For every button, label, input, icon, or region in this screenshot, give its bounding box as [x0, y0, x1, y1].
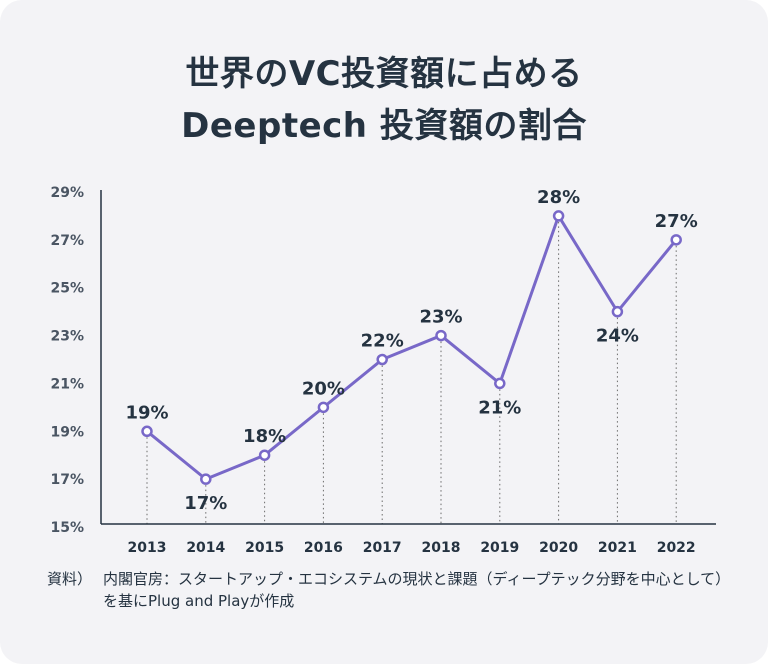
y-tick-label: 23% — [50, 329, 84, 345]
data-point — [258, 449, 271, 461]
x-tick-label: 2019 — [480, 540, 519, 556]
chart-title-line2: Deeptech 投資額の割合 — [181, 106, 587, 146]
y-tick-label: 29% — [50, 185, 84, 201]
data-label: 20% — [302, 378, 345, 399]
data-points — [141, 210, 682, 485]
chart-title: 世界のVC投資額に占める Deeptech 投資額の割合 — [0, 48, 768, 152]
data-label: 17% — [184, 493, 227, 514]
data-point — [317, 401, 330, 414]
x-tick-label: 2014 — [186, 540, 225, 556]
x-tick-label: 2015 — [245, 540, 284, 556]
data-label: 23% — [419, 307, 462, 328]
y-tick-label: 25% — [50, 281, 84, 297]
x-tick-label: 2016 — [304, 540, 343, 556]
data-label: 28% — [537, 187, 580, 208]
y-tick-label: 27% — [50, 233, 84, 249]
x-tick-label: 2020 — [539, 540, 578, 556]
data-label: 18% — [243, 426, 286, 447]
data-point — [611, 305, 624, 318]
y-axis-ticks: 15% 17% 19% 21% 23% 25% 27% 29% — [50, 185, 84, 536]
data-label: 27% — [655, 211, 698, 232]
series-line — [145, 214, 678, 481]
data-label: 21% — [478, 397, 521, 418]
guide-lines — [146, 221, 677, 524]
x-tick-label: 2022 — [657, 540, 696, 556]
data-point — [435, 329, 447, 342]
data-label: 22% — [361, 331, 404, 352]
data-point — [552, 210, 565, 222]
source-text: 内閣官房：スタートアップ・エコシステムの現状と課題（ディープテック分野を中心とし… — [103, 570, 731, 610]
source-label: 資料） — [47, 570, 93, 588]
y-tick-label: 17% — [50, 472, 84, 488]
y-tick-label: 15% — [50, 520, 84, 536]
data-label: 24% — [596, 326, 639, 347]
data-point — [141, 425, 153, 438]
x-tick-label: 2013 — [128, 540, 167, 556]
x-tick-label: 2018 — [422, 540, 461, 556]
x-tick-label: 2017 — [363, 540, 402, 556]
data-label: 19% — [125, 402, 168, 423]
data-point — [494, 377, 506, 390]
data-point — [200, 473, 212, 485]
data-point — [670, 234, 682, 246]
data-labels: 19% 17% 18% 20% 22% 23% 21% 28% 24% 27% — [125, 187, 697, 514]
y-tick-label: 19% — [50, 424, 84, 440]
x-tick-label: 2021 — [598, 540, 637, 556]
y-tick-label: 21% — [50, 376, 84, 392]
data-point — [376, 353, 388, 366]
chart-title-line1: 世界のVC投資額に占める — [185, 54, 583, 94]
x-axis-ticks: 2013 2014 2015 2016 2017 2018 2019 2020 2021 2022 — [128, 540, 696, 556]
